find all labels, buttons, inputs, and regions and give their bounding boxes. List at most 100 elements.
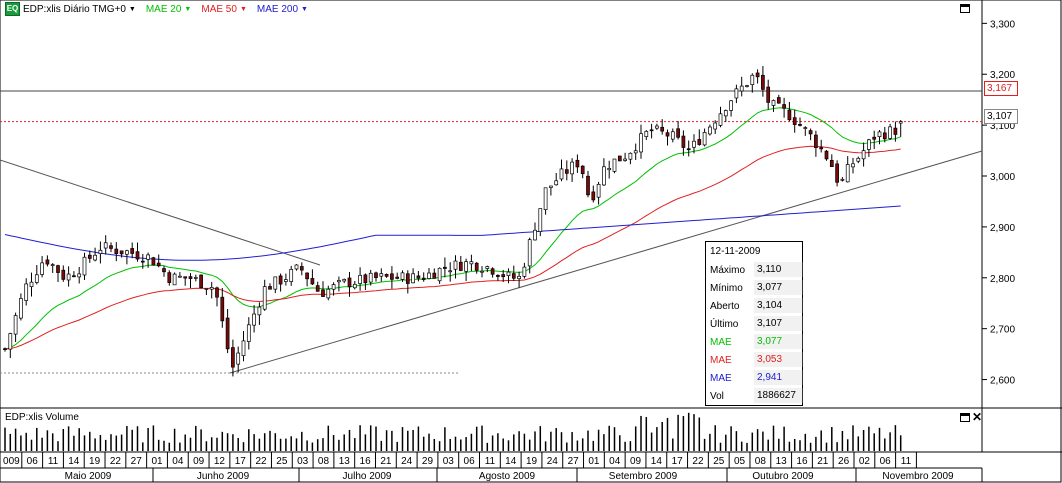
candle (893, 121, 898, 142)
candle-body (766, 86, 771, 103)
volume-panel-title: EDP:xlis Volume (5, 412, 79, 423)
mae200-selector[interactable]: MAE 200 ▼ (257, 4, 308, 15)
x-tick-label: 11 (901, 456, 912, 467)
x-tick-label: 13 (776, 456, 788, 467)
x-tick-label: 16 (796, 456, 808, 467)
candle-body (66, 273, 71, 281)
candle-body (835, 163, 839, 183)
candle (861, 142, 866, 167)
candle-body (893, 127, 898, 135)
candle-body (607, 168, 612, 171)
candle (40, 256, 44, 278)
candle (612, 158, 617, 174)
candle (395, 272, 400, 280)
candle-body (575, 159, 580, 168)
candle-body (559, 168, 564, 180)
candle (268, 283, 272, 290)
candle (538, 208, 543, 237)
candle-body (543, 187, 548, 210)
candle-body (236, 352, 241, 365)
candle-body (798, 124, 802, 126)
candle-body (225, 317, 230, 350)
candle-body (352, 283, 357, 289)
x-tick-label: 19 (89, 456, 101, 467)
candle (702, 128, 707, 147)
dropdown-arrow-icon[interactable]: ▼ (184, 5, 192, 13)
maximize-volume-panel-icon[interactable] (960, 413, 970, 422)
candle (352, 281, 357, 290)
candle-body (527, 239, 532, 267)
candle (750, 73, 755, 93)
candle-body (882, 132, 887, 140)
candle-body (8, 333, 13, 350)
candle (29, 272, 34, 297)
candle-body (829, 159, 834, 167)
candle-body (358, 274, 362, 284)
x-tick-label: 21 (380, 456, 392, 467)
mae20-selector[interactable]: MAE 20 ▼ (146, 4, 192, 15)
candle-body (570, 161, 574, 175)
data-window-row: Mínimo 3,077 (706, 279, 803, 297)
candle (882, 126, 887, 143)
dropdown-arrow-icon[interactable]: ▼ (239, 5, 247, 13)
chart-legend: EQ EDP:xlis Diário TMG+0 ▼ MAE 20 ▼ MAE … (5, 1, 308, 17)
candle (766, 79, 771, 110)
candle (819, 139, 824, 153)
candle-body (151, 257, 156, 266)
candle (3, 347, 7, 352)
candle (183, 276, 188, 286)
candle-body (522, 266, 527, 277)
x-tick-label: 25 (276, 456, 288, 467)
candle (326, 285, 331, 301)
mae50-selector[interactable]: MAE 50 ▼ (201, 4, 247, 15)
y-tick-label: 2,800 (990, 274, 1015, 285)
candle (56, 264, 60, 282)
candle-body (178, 275, 182, 278)
candle-body (554, 180, 559, 186)
symbol-selector[interactable]: EQ EDP:xlis Diário TMG+0 ▼ (5, 2, 136, 16)
candle (305, 272, 309, 287)
dropdown-arrow-icon[interactable]: ▼ (128, 5, 136, 13)
x-tick-label: 009 (3, 456, 20, 467)
candle-body (310, 278, 315, 285)
candle (628, 152, 633, 165)
candle (358, 267, 362, 291)
candle (745, 84, 749, 88)
candle-body (718, 113, 723, 126)
candle-body (241, 340, 246, 356)
candle-body (464, 261, 468, 272)
x-tick-label: 06 (464, 456, 476, 467)
data-window-row: MAE 3,077 (706, 333, 803, 351)
resistance-price-tag: 3,167 (984, 81, 1018, 96)
candle (681, 130, 686, 156)
candle-body (125, 250, 129, 255)
candle-body (162, 268, 166, 273)
candle-body (77, 273, 82, 278)
candle (19, 293, 23, 321)
candle (34, 265, 39, 285)
close-volume-panel-icon[interactable]: ✕ (972, 410, 983, 424)
dropdown-arrow-icon[interactable]: ▼ (301, 5, 308, 13)
candle-body (708, 126, 712, 135)
candle-body (660, 126, 665, 132)
candle (66, 266, 71, 287)
candle-body (368, 272, 373, 283)
month-label: Novembro 2009 (882, 471, 954, 482)
maximize-price-panel-icon[interactable] (960, 4, 970, 13)
candle (50, 263, 55, 273)
candle-body (443, 266, 447, 269)
candle-body (262, 286, 267, 310)
candle (670, 128, 675, 143)
candle-body (792, 117, 797, 125)
candle (284, 273, 288, 286)
candle (543, 187, 548, 215)
candle (580, 165, 585, 179)
candle-body (114, 248, 119, 254)
candle (490, 267, 495, 278)
candle (400, 270, 405, 282)
candle-body (808, 130, 813, 135)
last-price-tag: 3,107 (984, 109, 1018, 124)
row-label: Máximo (710, 265, 746, 276)
symbol-label: EDP:xlis Diário TMG+0 (23, 3, 126, 15)
candle (411, 268, 415, 284)
